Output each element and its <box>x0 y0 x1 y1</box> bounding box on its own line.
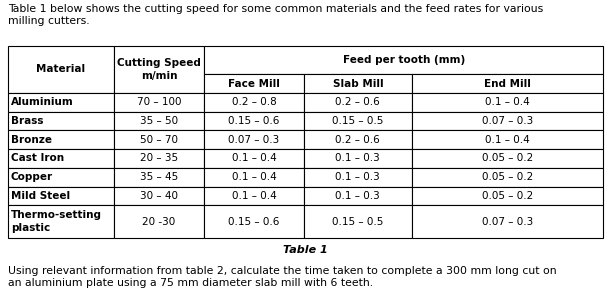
Bar <box>204 46 603 74</box>
Bar <box>304 205 412 238</box>
Bar <box>114 112 204 130</box>
Bar <box>114 168 204 187</box>
Bar <box>304 93 412 112</box>
Text: 0.1 – 0.4: 0.1 – 0.4 <box>485 135 530 145</box>
Bar <box>412 93 603 112</box>
Bar <box>304 112 412 130</box>
Text: 0.2 – 0.6: 0.2 – 0.6 <box>335 135 380 145</box>
Text: 0.07 – 0.3: 0.07 – 0.3 <box>229 135 280 145</box>
Text: 0.1 – 0.4: 0.1 – 0.4 <box>232 154 276 163</box>
Bar <box>304 130 412 149</box>
Bar <box>412 168 603 187</box>
Text: 0.1 – 0.4: 0.1 – 0.4 <box>232 191 276 201</box>
Text: Brass: Brass <box>11 116 43 126</box>
Text: 0.05 – 0.2: 0.05 – 0.2 <box>482 154 533 163</box>
Text: 0.15 – 0.6: 0.15 – 0.6 <box>229 116 280 126</box>
Bar <box>8 149 114 168</box>
Bar <box>114 93 204 112</box>
Text: 0.15 – 0.5: 0.15 – 0.5 <box>332 116 384 126</box>
Text: Aluminium: Aluminium <box>11 97 74 107</box>
Text: Table 1 below shows the cutting speed for some common materials and the feed rat: Table 1 below shows the cutting speed fo… <box>8 4 543 26</box>
Bar <box>204 149 304 168</box>
Text: 0.2 – 0.8: 0.2 – 0.8 <box>232 97 276 107</box>
Text: 0.15 – 0.6: 0.15 – 0.6 <box>229 217 280 227</box>
Text: 30 – 40: 30 – 40 <box>140 191 178 201</box>
Text: 0.07 – 0.3: 0.07 – 0.3 <box>482 116 533 126</box>
Text: 0.05 – 0.2: 0.05 – 0.2 <box>482 172 533 182</box>
Text: Feed per tooth (mm): Feed per tooth (mm) <box>343 55 465 65</box>
Bar <box>114 46 204 93</box>
Text: 0.1 – 0.3: 0.1 – 0.3 <box>335 154 380 163</box>
Text: Material: Material <box>36 64 86 75</box>
Text: 20 -30: 20 -30 <box>142 217 176 227</box>
Text: 35 – 45: 35 – 45 <box>140 172 178 182</box>
Bar <box>204 168 304 187</box>
Bar <box>412 74 603 93</box>
Text: Slab Mill: Slab Mill <box>332 79 383 89</box>
Bar <box>8 168 114 187</box>
Text: 0.1 – 0.4: 0.1 – 0.4 <box>485 97 530 107</box>
Bar <box>114 149 204 168</box>
Text: 0.05 – 0.2: 0.05 – 0.2 <box>482 191 533 201</box>
Bar <box>204 205 304 238</box>
Bar <box>8 187 114 205</box>
Text: Thermo-setting
plastic: Thermo-setting plastic <box>11 210 102 233</box>
Bar <box>304 149 412 168</box>
Text: Table 1: Table 1 <box>283 245 328 255</box>
Bar <box>204 130 304 149</box>
Text: Using relevant information from table 2, calculate the time taken to complete a : Using relevant information from table 2,… <box>8 266 557 288</box>
Bar <box>304 187 412 205</box>
Bar <box>204 112 304 130</box>
Bar <box>114 130 204 149</box>
Bar <box>412 205 603 238</box>
Bar <box>412 149 603 168</box>
Text: Mild Steel: Mild Steel <box>11 191 70 201</box>
Text: 0.07 – 0.3: 0.07 – 0.3 <box>482 217 533 227</box>
Bar <box>8 93 114 112</box>
Text: Face Mill: Face Mill <box>228 79 280 89</box>
Bar <box>8 46 114 93</box>
Text: 35 – 50: 35 – 50 <box>140 116 178 126</box>
Bar <box>412 187 603 205</box>
Bar <box>114 187 204 205</box>
Bar <box>412 130 603 149</box>
Text: 0.1 – 0.3: 0.1 – 0.3 <box>335 172 380 182</box>
Text: 0.15 – 0.5: 0.15 – 0.5 <box>332 217 384 227</box>
Text: Bronze: Bronze <box>11 135 52 145</box>
Text: 0.1 – 0.4: 0.1 – 0.4 <box>232 172 276 182</box>
Bar <box>114 205 204 238</box>
Bar <box>8 130 114 149</box>
Text: Cast Iron: Cast Iron <box>11 154 64 163</box>
Text: 20 – 35: 20 – 35 <box>140 154 178 163</box>
Bar <box>204 93 304 112</box>
Text: End Mill: End Mill <box>484 79 531 89</box>
Bar <box>204 74 304 93</box>
Text: Cutting Speed
m/min: Cutting Speed m/min <box>117 58 201 81</box>
Text: 50 – 70: 50 – 70 <box>140 135 178 145</box>
Text: 70 – 100: 70 – 100 <box>137 97 181 107</box>
Bar <box>8 205 114 238</box>
Bar <box>8 112 114 130</box>
Bar <box>304 168 412 187</box>
Text: 0.1 – 0.3: 0.1 – 0.3 <box>335 191 380 201</box>
Bar <box>412 112 603 130</box>
Text: 0.2 – 0.6: 0.2 – 0.6 <box>335 97 380 107</box>
Bar <box>304 74 412 93</box>
Text: Copper: Copper <box>11 172 53 182</box>
Bar <box>204 187 304 205</box>
